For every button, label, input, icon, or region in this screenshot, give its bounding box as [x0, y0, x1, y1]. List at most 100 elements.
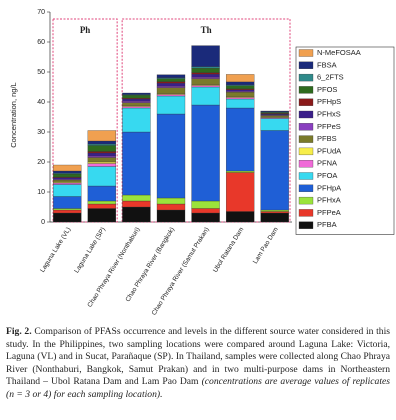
bar-segment — [260, 130, 289, 211]
bar-segment — [122, 102, 151, 106]
bar-segment — [260, 209, 289, 212]
caption-note: (concentrations are average values of re… — [6, 376, 390, 400]
bar-segment — [53, 179, 82, 183]
legend-label: PFBS — [317, 134, 337, 143]
legend-swatch — [298, 196, 314, 205]
bar-segment — [87, 163, 117, 167]
bar-segment — [156, 74, 186, 78]
x-tick-label: Laguna Lake (VL) — [39, 226, 72, 274]
bar-segment — [260, 212, 289, 223]
bar-segment — [53, 196, 82, 209]
bar-segment — [191, 66, 220, 69]
bar-segment — [87, 145, 117, 152]
bar-segment — [122, 206, 151, 223]
bar-segment — [53, 164, 82, 172]
bar-segment — [260, 211, 289, 214]
legend-swatch — [298, 135, 314, 143]
bar-segment — [156, 82, 186, 87]
legend-label: PFHxS — [317, 109, 341, 118]
bar-segment — [122, 131, 151, 196]
bar-segment — [87, 166, 117, 187]
bar-segment — [191, 78, 220, 85]
legend-swatch — [298, 147, 314, 156]
legend-label: FBSA — [317, 60, 337, 69]
bar-segment — [191, 72, 220, 75]
y-tick-label: 40 — [37, 99, 45, 106]
bar-segment — [122, 200, 151, 208]
chart: Concentration, ng/L 0 10 20 30 40 50 60 70 Ph Th L… — [9, 9, 395, 317]
bar-segment — [156, 81, 186, 84]
bar-segment — [156, 87, 186, 94]
bar-segment — [225, 74, 255, 83]
bar-segment — [87, 143, 117, 146]
bar-segment — [122, 107, 151, 133]
bar-segment — [225, 107, 255, 172]
group-label: Ph — [80, 25, 91, 35]
caption-text: Comparison of PFASs occurrence and level… — [6, 326, 390, 388]
bar-segment — [53, 170, 82, 174]
bar-segment — [53, 184, 82, 197]
legend-swatch — [298, 73, 314, 82]
bar-segment — [122, 100, 151, 103]
legend-label: PFUdA — [317, 146, 341, 155]
bar-segment — [225, 98, 255, 109]
bar-segment — [225, 172, 255, 212]
bar-segment — [122, 92, 151, 95]
group-label: Th — [201, 25, 212, 35]
bar-segment — [225, 97, 255, 100]
legend-label: PFHxA — [317, 196, 341, 205]
bar-segment — [191, 86, 220, 106]
legend-swatch — [298, 49, 314, 57]
x-tick-label: Lam Pao Dam — [252, 226, 280, 265]
bar-segment — [191, 45, 220, 67]
legend-swatch — [298, 61, 314, 69]
y-tick-label: 70 — [37, 9, 45, 16]
y-tick-label: 20 — [37, 159, 45, 166]
legend-swatch — [298, 209, 314, 217]
legend-label: PFOS — [317, 85, 337, 94]
legend-label: 6_2FTS — [317, 73, 344, 82]
bar-segment — [87, 155, 117, 158]
legend-swatch — [298, 98, 314, 106]
bar-segment — [87, 157, 117, 163]
bar-segment — [260, 110, 289, 113]
legend-swatch — [298, 160, 314, 168]
bar-segment — [87, 140, 117, 145]
legend-swatch — [298, 86, 314, 94]
legend-swatch — [298, 221, 314, 229]
bar-segment — [122, 194, 151, 202]
bar-segment — [122, 98, 151, 102]
bar-segment — [225, 91, 255, 97]
bar-segment — [225, 170, 255, 173]
bar-segment — [225, 211, 255, 223]
caption: Fig. 2. Comparison of PFASs occurrence a… — [6, 326, 390, 402]
bar-segment — [191, 104, 220, 202]
bar-segment — [191, 76, 220, 79]
bar-segment — [156, 78, 186, 82]
bar-segment — [87, 151, 117, 154]
bar-segment — [225, 89, 255, 92]
bar-segment — [53, 177, 82, 180]
bar-segment — [191, 208, 220, 214]
bar-segment — [87, 185, 117, 202]
y-tick-label: 50 — [37, 69, 45, 76]
bar-segment — [191, 212, 220, 223]
legend-label: PFOA — [317, 171, 337, 180]
bar-segment — [191, 67, 220, 73]
bar-segment — [53, 208, 82, 211]
caption-label: Fig. 2. — [6, 326, 32, 337]
bar-segment — [122, 94, 151, 99]
y-axis-label: Concentration, ng/L — [9, 82, 18, 147]
legend-swatch — [298, 123, 314, 131]
bar-segment — [53, 209, 82, 214]
group-box — [52, 18, 118, 223]
bar-segment — [191, 73, 220, 78]
bar-segment — [87, 161, 117, 164]
y-tick-label: 0 — [41, 219, 45, 226]
legend-label: PFNA — [317, 159, 337, 168]
bar-segment — [87, 203, 117, 209]
legend-label: PFHpA — [317, 183, 341, 192]
y-tick-label: 60 — [37, 39, 45, 46]
bar-segment — [156, 95, 186, 115]
bar-segment — [260, 115, 289, 118]
